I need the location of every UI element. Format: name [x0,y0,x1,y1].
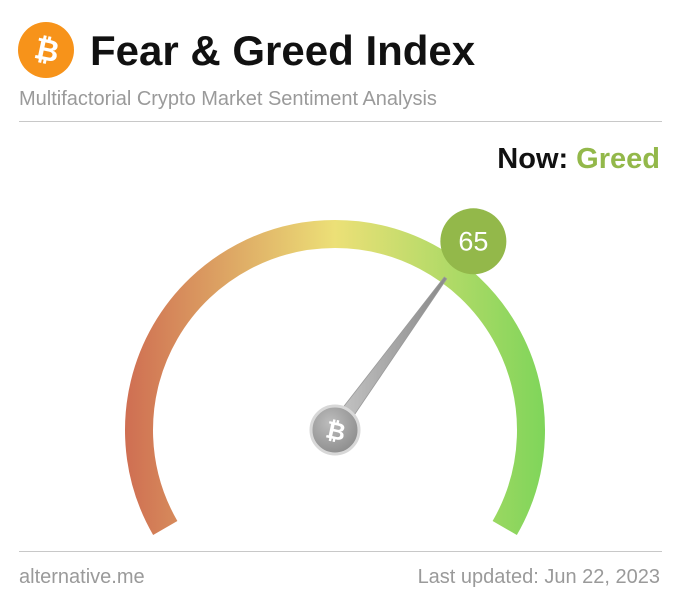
header-divider [19,121,662,122]
needle-hub: ₿ [309,404,361,456]
footer-divider [19,551,662,552]
classification-label: Greed [576,143,660,175]
gauge-arc [125,220,545,535]
page-subtitle: Multifactorial Crypto Market Sentiment A… [19,88,437,110]
bitcoin-logo-icon: ₿ [18,22,74,78]
last-updated: Last updated: Jun 22, 2023 [418,564,660,590]
current-status: Now: Greed [497,140,660,178]
index-value: 65 [458,226,488,256]
last-updated-label: Last updated: [417,566,539,588]
source-link[interactable]: alternative.me [19,566,145,588]
last-updated-date: Jun 22, 2023 [544,566,660,588]
page-title: Fear & Greed Index [90,27,476,74]
now-label: Now: [497,143,569,175]
value-badge: 65 [440,208,507,275]
